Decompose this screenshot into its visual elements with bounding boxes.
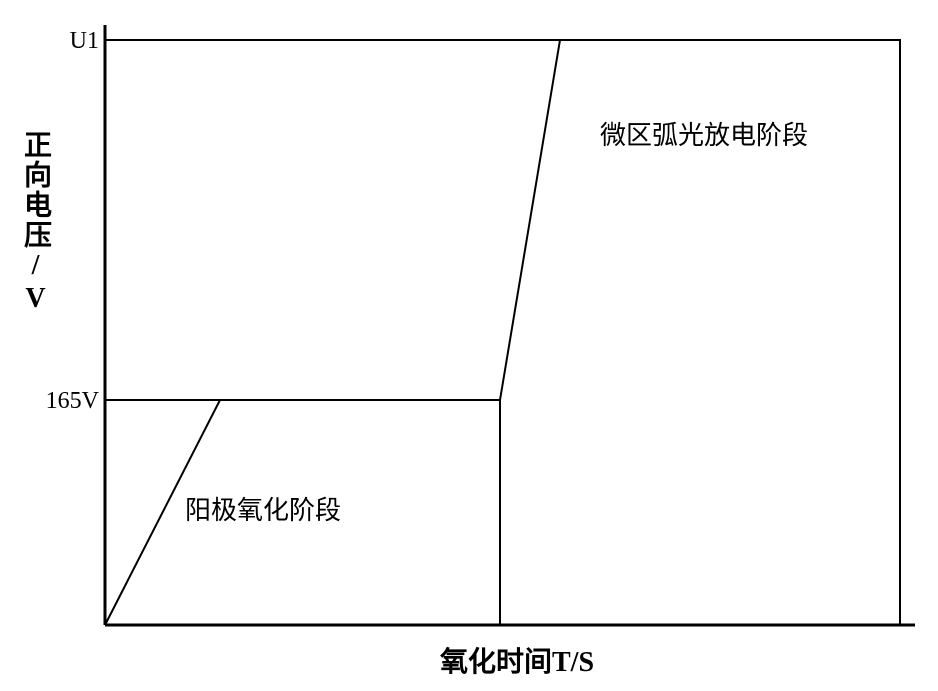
anodic-oxidation-stage-label: 阳极氧化阶段 [185, 490, 341, 527]
x-axis-label: 氧化时间T/S [440, 640, 594, 680]
chart-container: 正向电压/V 氧化时间T/S U1 165V 阳极氧化阶段 微区弧光放电阶段 [0, 0, 938, 691]
micro-arc-discharge-stage-label: 微区弧光放电阶段 [600, 115, 808, 152]
voltage-time-chart [0, 0, 938, 691]
y-tick-u1: U1 [70, 28, 99, 55]
y-tick-165v: 165V [46, 388, 99, 415]
y-axis-label: 正向电压/V [15, 130, 55, 316]
